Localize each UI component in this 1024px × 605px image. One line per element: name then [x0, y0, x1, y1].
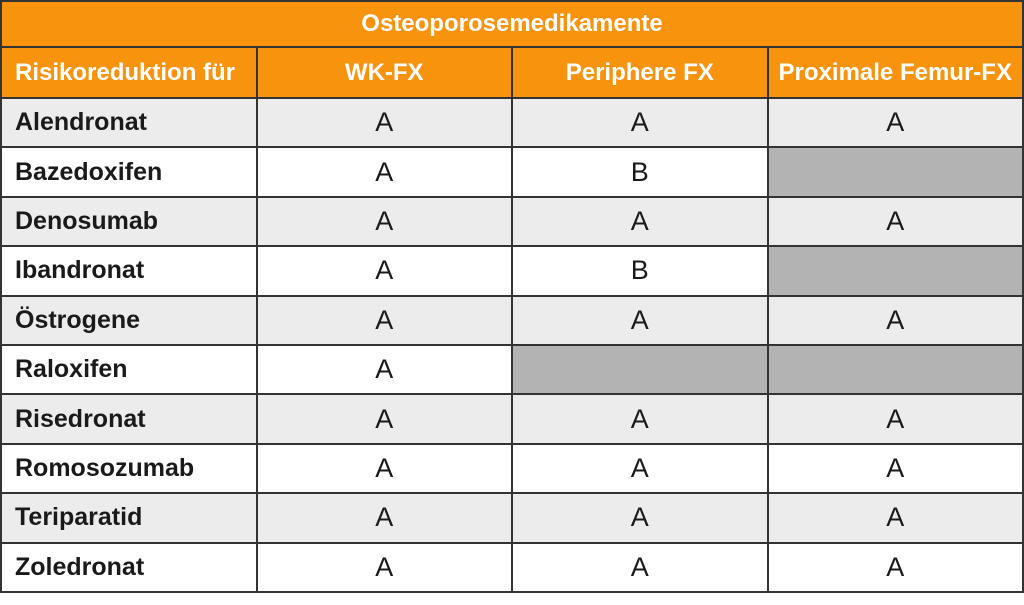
column-header-periphere-fx: Periphere FX [511, 46, 769, 99]
no-data-cell [511, 343, 769, 396]
evidence-grade-cell: A [766, 541, 1024, 594]
table-head: Osteoporosemedikamente Risikoreduktion f… [0, 0, 1024, 99]
evidence-grade-cell: A [255, 294, 513, 346]
no-data-cell [766, 343, 1024, 396]
evidence-grade-cell: A [766, 96, 1024, 149]
table-row: Ibandronat A B [0, 245, 1024, 297]
evidence-grade-cell: A [255, 146, 513, 198]
column-header-proximale-femur-fx: Proximale Femur-FX [766, 46, 1024, 99]
evidence-grade-cell: A [511, 393, 769, 445]
evidence-grade-cell: A [766, 294, 1024, 346]
table-row: Östrogene A A A [0, 294, 1024, 346]
medication-name: Bazedoxifen [0, 146, 258, 198]
medication-name: Zoledronat [0, 541, 258, 594]
evidence-grade-cell: A [511, 442, 769, 495]
evidence-grade-cell: A [255, 393, 513, 445]
column-header-wk-fx: WK-FX [255, 46, 513, 99]
evidence-grade-cell: A [766, 442, 1024, 495]
evidence-grade-cell: A [766, 492, 1024, 544]
evidence-grade-cell: A [766, 195, 1024, 248]
evidence-grade-cell: A [766, 393, 1024, 445]
evidence-grade-cell: A [511, 96, 769, 149]
medication-name: Teriparatid [0, 492, 258, 544]
medication-name: Raloxifen [0, 343, 258, 396]
table-body: Alendronat A A A Bazedoxifen A B Denosumab A A A Ib… [0, 96, 1024, 594]
medication-name: Denosumab [0, 195, 258, 248]
medication-name: Ibandronat [0, 245, 258, 297]
evidence-grade-cell: A [511, 492, 769, 544]
table-row: Alendronat A A A [0, 96, 1024, 149]
evidence-grade-cell: A [511, 195, 769, 248]
evidence-grade-cell: A [255, 96, 513, 149]
evidence-grade-cell: B [511, 146, 769, 198]
evidence-grade-cell: A [255, 245, 513, 297]
evidence-grade-cell: A [511, 294, 769, 346]
evidence-grade-cell: A [255, 492, 513, 544]
no-data-cell [766, 245, 1024, 297]
evidence-grade-cell: A [255, 442, 513, 495]
table-row: Denosumab A A A [0, 195, 1024, 248]
medication-name: Alendronat [0, 96, 258, 149]
evidence-grade-cell: A [255, 541, 513, 594]
medication-name: Östrogene [0, 294, 258, 346]
table-row: Raloxifen A [0, 343, 1024, 396]
table-row: Zoledronat A A A [0, 541, 1024, 594]
column-header-risikoreduktion: Risikoreduktion für [0, 46, 258, 99]
table-row: Bazedoxifen A B [0, 146, 1024, 198]
table-title: Osteoporosemedikamente [0, 0, 1024, 48]
medication-name: Risedronat [0, 393, 258, 445]
table-row: Romosozumab A A A [0, 442, 1024, 495]
evidence-grade-cell: A [255, 195, 513, 248]
table-row: Risedronat A A A [0, 393, 1024, 445]
evidence-grade-cell: A [511, 541, 769, 594]
table-header-row: Risikoreduktion für WK-FX Periphere FX P… [0, 46, 1024, 99]
table-title-row: Osteoporosemedikamente [0, 0, 1024, 48]
no-data-cell [766, 146, 1024, 198]
evidence-grade-cell: A [255, 343, 513, 396]
table-row: Teriparatid A A A [0, 492, 1024, 544]
evidence-grade-cell: B [511, 245, 769, 297]
medication-name: Romosozumab [0, 442, 258, 495]
